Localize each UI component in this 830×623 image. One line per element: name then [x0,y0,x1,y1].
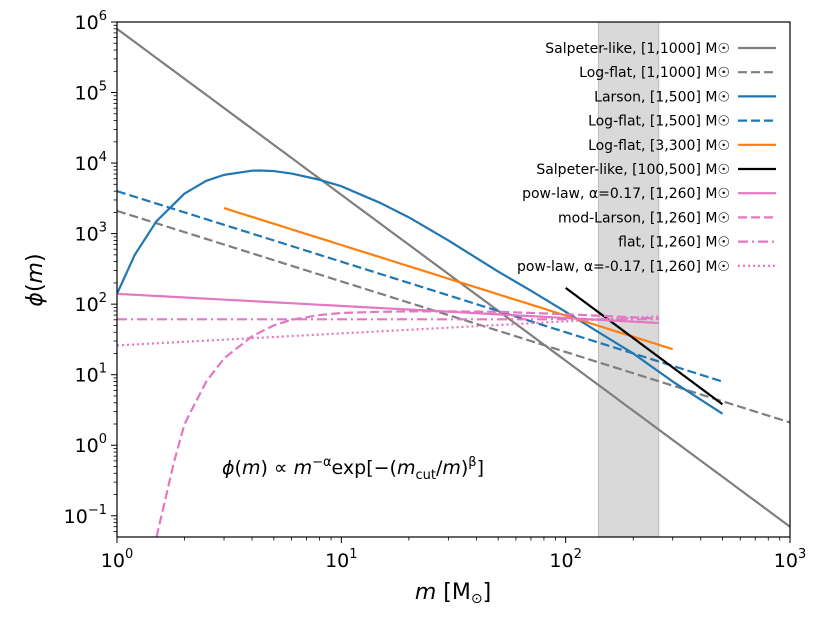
y-tick-label-1: 100 [75,432,107,457]
x-tick-label-1: 101 [325,547,357,572]
series-line-2 [117,209,790,424]
legend-label-3: Larson, [1,500] M☉ [594,89,730,105]
y-tick-label-0: 10−1 [64,503,107,528]
legend-label-9: flat, [1,260] M☉ [618,235,730,251]
shaded-region [597,22,660,537]
y-tick-label-4: 103 [75,221,107,246]
legend-label-1: Salpeter-like, [1,1000] M☉ [545,41,730,57]
series-line-3 [117,169,724,415]
legend-label-2: Log-flat, [1,1000] M☉ [579,65,730,81]
series-line-5 [223,207,674,351]
series-line-6 [565,287,724,406]
legend-label-7: pow-law, α=0.17, [1,260] M☉ [522,186,730,202]
y-tick-label-6: 105 [75,80,107,105]
x-tick-label-2: 102 [549,547,581,572]
legend-label-8: mod-Larson, [1,260] M☉ [558,210,730,226]
y-axis-label: ϕ(m) [23,253,48,306]
shaded-region-layer [597,22,660,537]
tick-layer: 100 101 102 103 10−1 100 101 102 103 104 105 106 [64,9,807,572]
series-line-8 [155,310,659,537]
series-line-10 [117,315,659,347]
x-axis-label: m [M⊙] [415,580,491,607]
x-tick-label-3: 103 [774,547,806,572]
legend-label-6: Salpeter-like, [100,500] M☉ [536,162,730,178]
series-line-7 [117,292,659,325]
series-line-4 [117,190,723,383]
legend-label-10: pow-law, α=-0.17, [1,260] M☉ [517,259,730,275]
y-tick-label-5: 104 [75,150,107,175]
legend-label-5: Log-flat, [3,300] M☉ [588,138,730,154]
plot-frame [116,21,791,538]
formula-annotation: ϕ(m) ∝ m−αexp[−(mcut/m)β] [222,455,484,483]
legend: Salpeter-like, [1,1000] M☉ Log-flat, [1,1… [517,41,776,275]
legend-label-4: Log-flat, [1,500] M☉ [588,114,730,130]
y-tick-label-3: 102 [75,291,107,316]
series-line-1 [117,27,790,528]
y-tick-label-7: 106 [75,9,107,34]
y-tick-label-2: 101 [75,362,107,387]
x-tick-label-0: 100 [101,547,133,572]
series-layer [117,27,790,537]
